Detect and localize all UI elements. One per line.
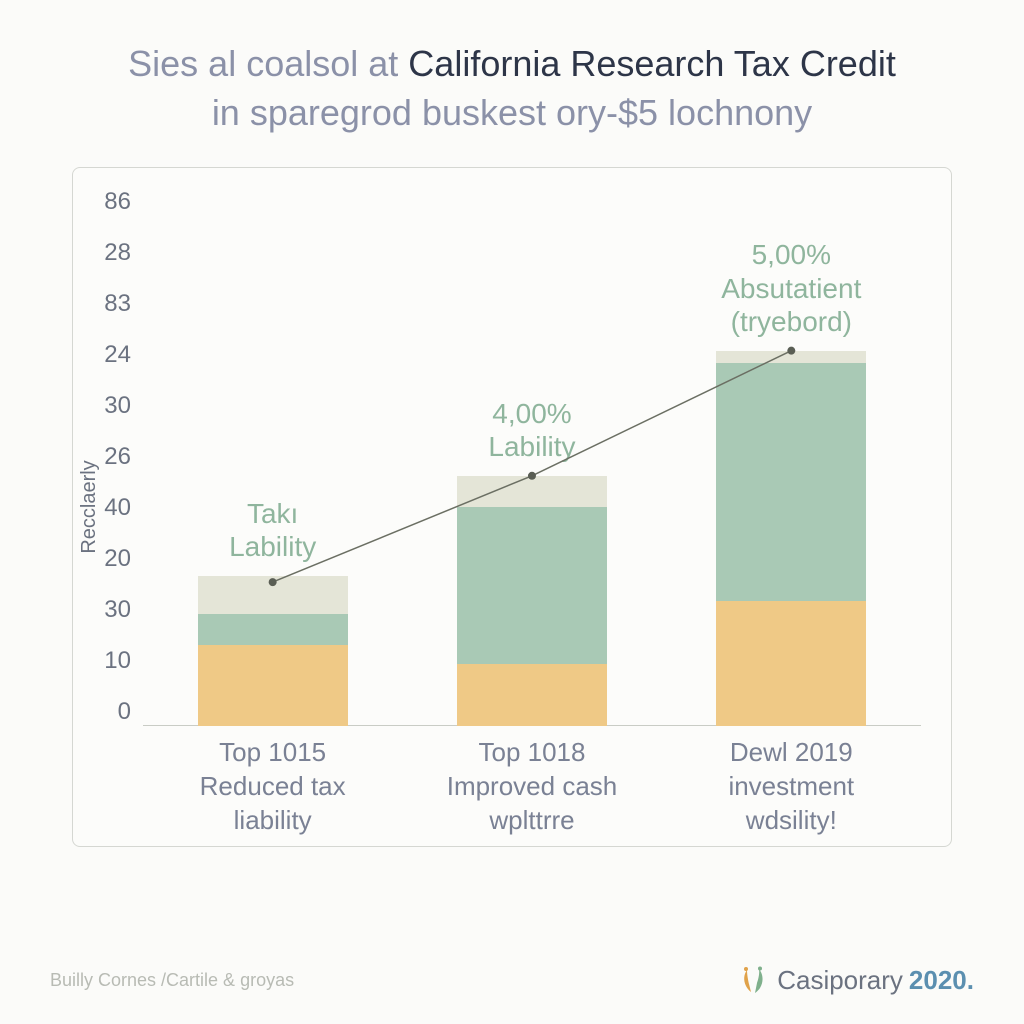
title-bold: California Research Tax Credit (408, 43, 896, 84)
bar-seg-middle (716, 363, 866, 601)
callout-line: (tryebord) (681, 305, 901, 339)
y-tick: 86 (91, 188, 131, 216)
callout-line: Absutatient (681, 272, 901, 306)
bar-seg-top (198, 576, 348, 614)
x-label: Top 1015Reduced taxliability (163, 736, 383, 831)
plot-region: TakıLability4,00%Lability5,00%Absutatien… (143, 188, 921, 726)
bar-callout: 5,00%Absutatient(tryebord) (681, 238, 901, 339)
chart-title: Sies al coalsol at California Research T… (50, 40, 974, 137)
x-label-line: wplttrre (422, 804, 642, 838)
y-tick: 40 (91, 494, 131, 522)
brand-year: 2020. (909, 965, 974, 996)
y-tick: 20 (91, 545, 131, 573)
bar-seg-top (457, 476, 607, 507)
y-tick: 28 (91, 239, 131, 267)
bar-group: 5,00%Absutatient(tryebord) (716, 351, 866, 726)
brand-icon (737, 966, 771, 996)
bar-seg-top (716, 351, 866, 364)
y-tick: 83 (91, 290, 131, 318)
bar-group: 4,00%Lability (457, 476, 607, 726)
y-tick: 24 (91, 341, 131, 369)
x-label: Dewl 2019investmentwdsility! (681, 736, 901, 831)
x-label-line: investment (681, 770, 901, 804)
x-axis-labels: Top 1015Reduced taxliability Top 1018Impr… (143, 736, 921, 831)
bar-group: TakıLability (198, 576, 348, 726)
bar-seg-bottom (457, 664, 607, 727)
x-label-line: Dewl 2019 (681, 736, 901, 770)
callout-line: 4,00% (422, 397, 642, 431)
title-pre: Sies al coalsol at (128, 43, 408, 84)
bar-callout: 4,00%Lability (422, 397, 642, 464)
y-tick: 0 (91, 698, 131, 726)
bar-seg-bottom (198, 645, 348, 726)
chart-subtitle: in sparegrod buskest ory-$5 lochnony (90, 89, 934, 138)
callout-line: 5,00% (681, 238, 901, 272)
y-tick: 10 (91, 647, 131, 675)
callout-line: Lability (163, 530, 383, 564)
brand: Casiporary 2020. (737, 965, 974, 996)
footnote: Builly Cornes /Cartile & groyas (50, 970, 294, 991)
x-label-line: Top 1018 (422, 736, 642, 770)
x-label-line: Top 1015 (163, 736, 383, 770)
footer: Builly Cornes /Cartile & groyas Casipora… (50, 965, 974, 996)
y-tick: 30 (91, 392, 131, 420)
bar-seg-middle (457, 507, 607, 663)
bars-container: TakıLability4,00%Lability5,00%Absutatien… (143, 188, 921, 726)
x-label-line: Reduced tax (163, 770, 383, 804)
brand-name: Casiporary (777, 965, 903, 996)
y-axis-ticks: 86 28 83 24 30 26 40 20 30 10 0 (91, 188, 131, 726)
bar-callout: TakıLability (163, 497, 383, 564)
x-label-line: wdsility! (681, 804, 901, 838)
x-label-line: liability (163, 804, 383, 838)
y-tick: 26 (91, 443, 131, 471)
callout-line: Takı (163, 497, 383, 531)
x-label-line: Improved cash (422, 770, 642, 804)
y-tick: 30 (91, 596, 131, 624)
bar-seg-middle (198, 614, 348, 645)
callout-line: Lability (422, 430, 642, 464)
chart-area: Recclaerly 862883243026402030100 TakıLab… (72, 167, 952, 847)
bar-seg-bottom (716, 601, 866, 726)
x-label: Top 1018Improved cashwplttrre (422, 736, 642, 831)
